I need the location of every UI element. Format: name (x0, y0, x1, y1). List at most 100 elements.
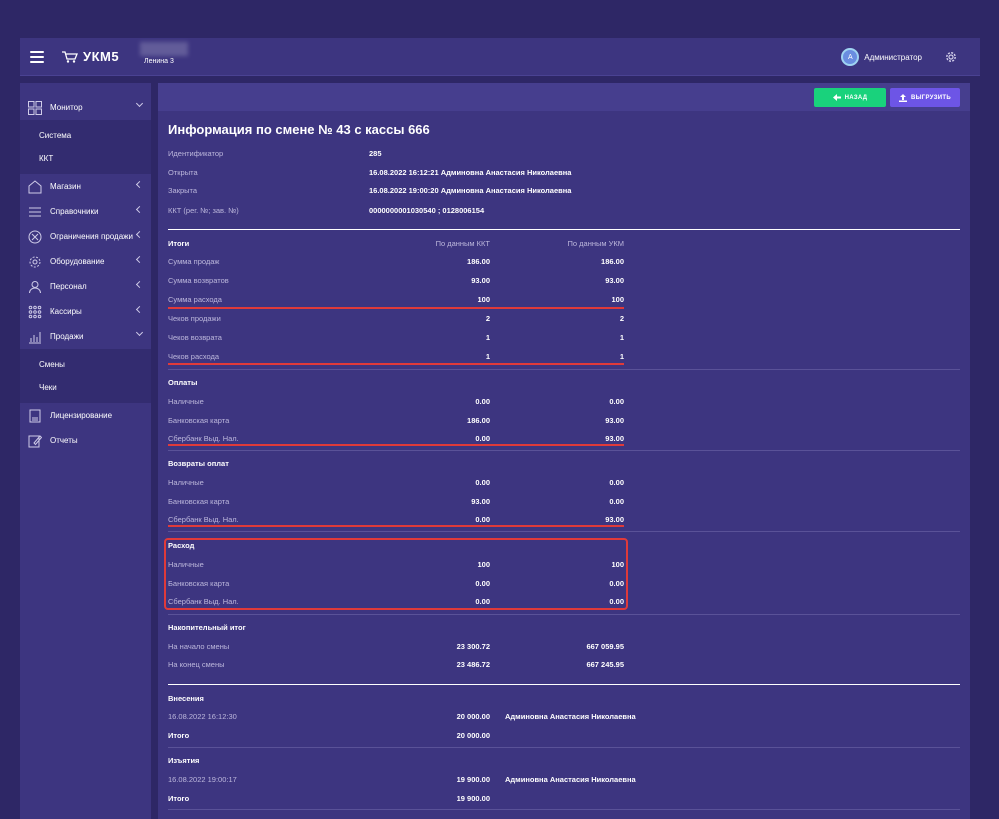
table-cell-kkt: 186.00 (467, 416, 490, 425)
store-label[interactable]: Ленина 3 (144, 58, 174, 65)
table-row-label: Наличные (168, 397, 204, 406)
withdrawal-amount: 19 900.00 (456, 775, 490, 784)
table-cell-kkt: 2 (485, 314, 490, 323)
section-header: Расход (168, 541, 195, 550)
table-row-label: Сбербанк Выд. Нал. (168, 597, 239, 606)
table-row-label: Чеков возврата (168, 333, 222, 342)
table-cell-ukm: 100 (611, 560, 624, 569)
settings-gear-icon[interactable] (944, 50, 958, 64)
sidebar-item-label: Магазин (50, 182, 81, 191)
person-icon (28, 280, 42, 294)
table-cell-ukm: 0.00 (609, 478, 624, 487)
table-cell-ukm: 2 (619, 314, 624, 323)
deposit-amount: 20 000.00 (456, 712, 490, 721)
divider (168, 614, 960, 615)
block-icon (28, 230, 42, 244)
withdrawal-total: 19 900.00 (456, 794, 490, 803)
document-icon (28, 409, 42, 423)
sidebar-item-references[interactable]: Справочники (20, 199, 151, 224)
back-button[interactable]: НАЗАД (814, 88, 886, 107)
info-value: 16.08.2022 19:00:20 Админовна Анастасия … (369, 186, 572, 195)
chart-icon (28, 330, 42, 344)
highlight-underline (168, 444, 624, 446)
arrow-left-icon (832, 94, 841, 101)
page-title: Информация по смене № 43 с кассы 666 (168, 122, 430, 137)
highlight-underline (168, 363, 624, 365)
sidebar-item-label: Монитор (50, 103, 83, 112)
sidebar-item-label: Оборудование (50, 257, 105, 266)
sidebar-item-store[interactable]: Магазин (20, 174, 151, 199)
table-row-label: Чеков расхода (168, 352, 220, 361)
edit-icon (28, 434, 42, 448)
menu-icon[interactable] (30, 50, 44, 63)
sidebar-item-reports[interactable]: Отчеты (20, 428, 151, 453)
sidebar-item-licensing[interactable]: Лицензирование (20, 403, 151, 428)
table-cell-kkt: 23 486.72 (456, 660, 490, 669)
section-header: Возвраты оплат (168, 459, 229, 468)
table-cell-kkt: 0.00 (475, 434, 490, 443)
table-row-label: На начало смены (168, 642, 230, 651)
info-value: 0000000001030540 ; 0128006154 (369, 206, 485, 215)
table-cell-ukm: 1 (619, 333, 624, 342)
table-cell-kkt: 0.00 (475, 597, 490, 606)
table-cell-ukm: 667 059.95 (586, 642, 624, 651)
chevron-left-icon (135, 180, 144, 189)
info-label: Закрыта (168, 186, 198, 195)
logo[interactable]: УКМ5 (62, 49, 119, 64)
highlight-box (164, 538, 628, 610)
monitor-submenu: Система ККТ (20, 120, 151, 174)
table-row-label: Сумма расхода (168, 295, 222, 304)
table-cell-ukm: 1 (619, 352, 624, 361)
withdrawal-person: Админовна Анастасия Николаевна (505, 775, 636, 784)
divider (168, 747, 960, 748)
section-header: Оплаты (168, 378, 198, 387)
table-row-label: Сумма возвратов (168, 276, 229, 285)
store-icon (28, 179, 42, 194)
deposit-total: 20 000.00 (456, 731, 490, 740)
table-cell-kkt: 93.00 (471, 497, 490, 506)
table-cell-kkt: 0.00 (475, 579, 490, 588)
section-header: Накопительный итог (168, 623, 246, 632)
info-label: Идентификатор (168, 149, 224, 158)
sidebar-subitem-receipts[interactable]: Чеки (39, 383, 57, 392)
table-cell-ukm: 186.00 (601, 257, 624, 266)
table-cell-kkt: 23 300.72 (456, 642, 490, 651)
table-row-label: Сбербанк Выд. Нал. (168, 515, 239, 524)
sidebar-item-sale-restrictions[interactable]: Ограничения продажи (20, 224, 151, 249)
main-panel: НАЗАД ВЫГРУЗИТЬ Информация по смене № 43… (158, 83, 970, 819)
gear-icon (28, 255, 42, 269)
sidebar-item-staff[interactable]: Персонал (20, 274, 151, 299)
table-cell-kkt: 0.00 (475, 478, 490, 487)
table-row-label: Банковская карта (168, 497, 230, 506)
sales-submenu: Смены Чеки (20, 349, 151, 403)
sidebar-subitem-system[interactable]: Система (39, 131, 72, 140)
list-icon (28, 205, 42, 219)
sidebar-subitem-kkt[interactable]: ККТ (39, 154, 54, 163)
table-row-label: Сбербанк Выд. Нал. (168, 434, 239, 443)
deposit-total-label: Итого (168, 731, 190, 740)
chevron-left-icon (135, 230, 144, 239)
table-cell-ukm: 93.00 (605, 276, 624, 285)
table-cell-ukm: 667 245.95 (586, 660, 624, 669)
table-cell-kkt: 93.00 (471, 276, 490, 285)
sidebar-subitem-shifts[interactable]: Смены (39, 360, 65, 369)
chevron-left-icon (135, 305, 144, 314)
divider (168, 684, 960, 685)
top-bar: УКМ5 Ленина 3 А Администратор (20, 38, 980, 76)
info-value: 16.08.2022 16:12:21 Админовна Анастасия … (369, 168, 572, 177)
sidebar-item-cashiers[interactable]: Кассиры (20, 299, 151, 324)
action-bar: НАЗАД ВЫГРУЗИТЬ (158, 83, 970, 111)
table-row-label: Наличные (168, 478, 204, 487)
table-row-label: Наличные (168, 560, 204, 569)
table-cell-ukm: 0.00 (609, 497, 624, 506)
table-cell-ukm: 93.00 (605, 416, 624, 425)
highlight-underline (168, 525, 624, 527)
export-button[interactable]: ВЫГРУЗИТЬ (890, 88, 960, 107)
sidebar-item-label: Продажи (50, 332, 84, 341)
grid-icon (28, 100, 42, 115)
sidebar-item-monitor[interactable]: Монитор (20, 95, 151, 120)
sidebar-item-equipment[interactable]: Оборудование (20, 249, 151, 274)
dots-grid-icon (28, 305, 42, 319)
user-menu[interactable]: А Администратор (841, 48, 922, 66)
sidebar-item-sales[interactable]: Продажи (20, 324, 151, 349)
